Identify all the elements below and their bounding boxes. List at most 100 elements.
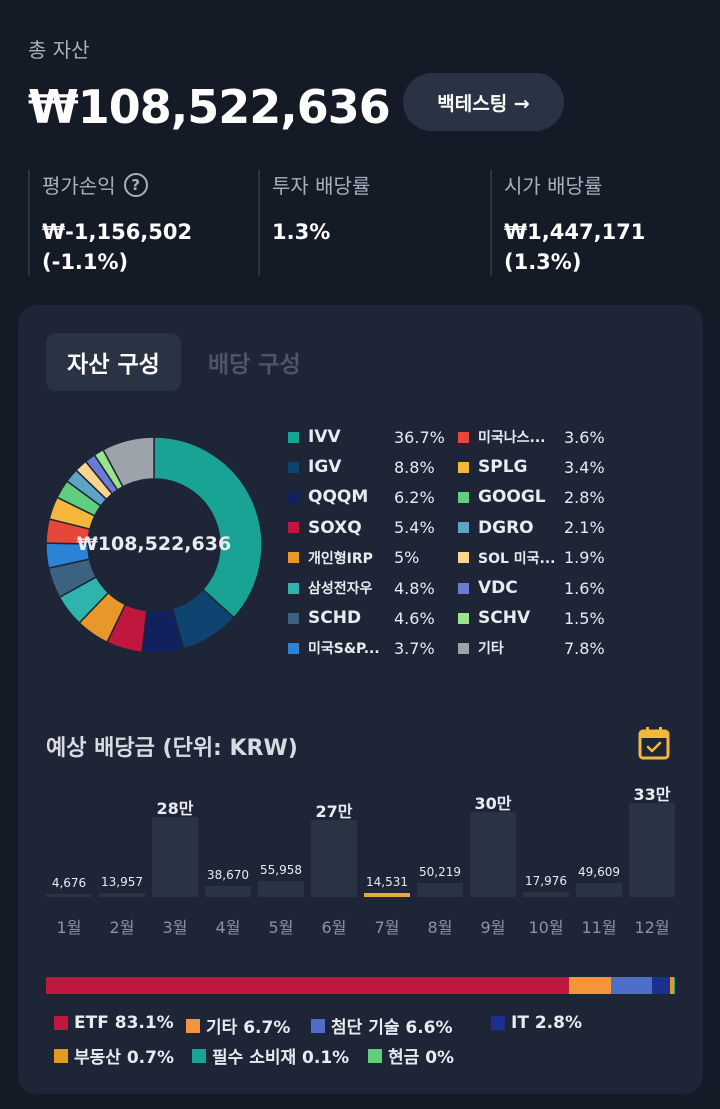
legend-name: SPLG <box>478 457 528 478</box>
category-swatch <box>368 1048 382 1063</box>
legend-percent: 7.8% <box>564 638 605 658</box>
legend-name: IGV <box>308 457 342 478</box>
metric-pnl-label: 평가손익 <box>42 174 116 198</box>
category-legend-item: ETF 83.1% <box>54 1013 174 1033</box>
help-icon[interactable]: ? <box>123 172 148 197</box>
total-assets-label: 총 자산 <box>28 38 90 62</box>
month-label: 12월 <box>634 918 670 937</box>
metric-pnl-value: ₩-1,156,502 (-1.1%) <box>42 220 193 274</box>
legend-percent: 8.8% <box>394 457 435 477</box>
category-label: 필수 소비재 0.1% <box>212 1048 350 1068</box>
backtest-button[interactable]: 백테스팅 → <box>403 73 564 131</box>
category-swatch <box>192 1048 206 1063</box>
dividend-bar[interactable] <box>99 893 145 897</box>
tab-dividend-composition[interactable]: 배당 구성 <box>208 352 301 378</box>
allocation-donut-chart <box>45 436 263 654</box>
dividend-bar[interactable] <box>258 881 304 897</box>
legend-percent: 36.7% <box>394 427 445 447</box>
donut-slice[interactable] <box>102 436 155 488</box>
metric-pnl: 평가손익 ? ₩-1,156,502 (-1.1%) <box>28 170 258 276</box>
category-legend-item: 첨단 기술 6.6% <box>311 1013 453 1038</box>
legend-item: 삼성전자우 4.8% <box>288 576 448 600</box>
legend-item: GOOGL 2.8% <box>458 485 618 509</box>
category-label: 기타 6.7% <box>206 1018 291 1038</box>
metric-invest-yield: 투자 배당률 1.3% <box>258 170 490 276</box>
metrics-row: 평가손익 ? ₩-1,156,502 (-1.1%) 투자 배당률 1.3% 시… <box>28 170 720 278</box>
category-segment <box>568 977 611 994</box>
legend-item: 개인형IRP 5% <box>288 546 448 570</box>
month-label: 6월 <box>321 918 347 937</box>
dividend-bar-label: 27만 <box>315 802 353 822</box>
legend-item: SOL 미국... 1.9% <box>458 546 618 570</box>
legend-item: 기타 7.8% <box>458 636 618 660</box>
dividend-bar-label: 49,609 <box>578 864 620 879</box>
dividend-bar-label: 17,976 <box>525 873 567 888</box>
legend-name: 개인형IRP <box>308 550 373 567</box>
dividend-bar[interactable] <box>205 885 251 897</box>
month-label: 8월 <box>427 918 453 937</box>
dividend-bar[interactable] <box>364 892 410 897</box>
legend-name: SOL 미국... <box>478 550 556 567</box>
dividend-bar[interactable] <box>523 891 569 897</box>
legend-swatch <box>458 642 469 654</box>
legend-item: VDC 1.6% <box>458 576 618 600</box>
legend-swatch <box>458 431 469 443</box>
dividend-bar[interactable] <box>46 894 92 897</box>
legend-percent: 1.9% <box>564 548 605 568</box>
legend-swatch <box>288 431 299 443</box>
tab-asset-composition[interactable]: 자산 구성 <box>46 333 181 391</box>
dividend-bar[interactable] <box>311 820 357 897</box>
legend-name: 삼성전자우 <box>308 581 373 597</box>
dividend-bar-label: 55,958 <box>260 863 302 878</box>
month-label: 5월 <box>268 918 294 937</box>
dividend-bar[interactable] <box>152 817 198 897</box>
category-swatch <box>311 1018 325 1033</box>
donut-center-total: ₩108,522,636 <box>76 533 232 555</box>
month-label: 4월 <box>215 918 241 937</box>
legend-swatch <box>288 491 299 503</box>
category-label: IT 2.8% <box>511 1013 582 1033</box>
dividend-bar[interactable] <box>417 882 463 897</box>
legend-item: IVV 36.7% <box>288 425 448 449</box>
month-label: 1월 <box>56 918 82 937</box>
legend-swatch <box>458 461 469 473</box>
dividend-bar[interactable] <box>576 882 622 897</box>
legend-name: QQQM <box>308 487 369 508</box>
legend-name: 미국나스... <box>478 430 546 446</box>
category-label: 첨단 기술 6.6% <box>331 1018 453 1038</box>
legend-swatch <box>288 612 299 624</box>
category-segment <box>610 977 653 994</box>
dividend-bar-label: 4,676 <box>51 876 87 890</box>
dividend-bar-label: 28만 <box>156 799 194 819</box>
category-swatch <box>186 1018 200 1033</box>
dividend-bar-label: 13,957 <box>101 875 143 890</box>
calendar-icon[interactable] <box>637 725 671 761</box>
dividend-bar-label: 50,219 <box>419 864 461 879</box>
legend-name: GOOGL <box>478 487 546 508</box>
metric-market-yield-label: 시가 배당률 <box>504 174 603 198</box>
dividend-bar[interactable] <box>470 811 516 897</box>
category-legend-item: 부동산 0.7% <box>54 1043 174 1068</box>
month-label: 3월 <box>162 918 188 937</box>
dividend-bar[interactable] <box>629 803 675 897</box>
category-swatch <box>491 1016 505 1030</box>
month-label: 7월 <box>374 918 400 937</box>
category-legend-item: IT 2.8% <box>491 1013 582 1033</box>
legend-swatch <box>288 461 299 473</box>
legend-percent: 3.7% <box>394 638 435 658</box>
legend-percent: 3.4% <box>564 457 605 477</box>
category-label: 부동산 0.7% <box>74 1048 174 1068</box>
category-label: ETF 83.1% <box>74 1013 174 1033</box>
legend-percent: 5.4% <box>394 518 435 538</box>
legend-swatch <box>458 552 469 564</box>
legend-name: 기타 <box>478 641 504 658</box>
legend-item: 미국나스... 3.6% <box>458 425 618 449</box>
legend-swatch <box>458 612 469 624</box>
legend-percent: 3.6% <box>564 427 605 447</box>
legend-name: SCHV <box>478 608 531 629</box>
legend-item: SPLG 3.4% <box>458 455 618 479</box>
donut-slice[interactable] <box>153 436 263 619</box>
category-legend-item: 기타 6.7% <box>186 1013 290 1038</box>
metric-invest-yield-label: 투자 배당률 <box>272 174 371 198</box>
category-segment <box>674 977 675 994</box>
